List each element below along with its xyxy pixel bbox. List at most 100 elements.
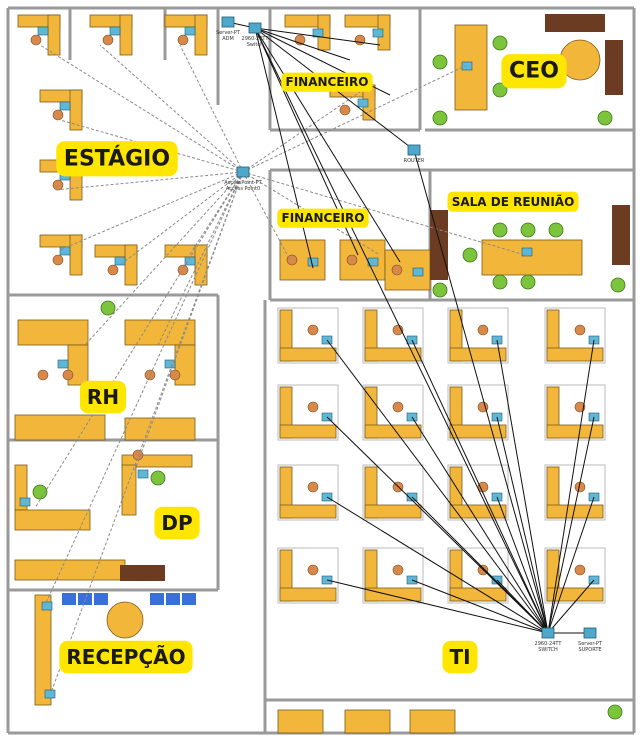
desk <box>546 587 604 602</box>
cubicle-wall <box>544 384 606 441</box>
desk <box>364 347 422 362</box>
desk <box>279 347 337 362</box>
chair <box>477 324 489 336</box>
cubicle-wall <box>277 547 339 604</box>
chair <box>52 254 64 266</box>
room-label-bg <box>442 640 478 674</box>
wireless-link <box>51 171 244 691</box>
desk <box>279 504 337 519</box>
plant <box>520 274 536 290</box>
plant <box>492 82 508 98</box>
ethernet-link <box>254 27 351 61</box>
cubicle-wall <box>362 547 424 604</box>
plant <box>520 222 536 238</box>
pc-icon <box>114 256 126 266</box>
cubicle-wall <box>277 464 339 521</box>
sofa <box>605 40 623 95</box>
plant <box>607 704 623 720</box>
ethernet-link <box>411 579 549 634</box>
desk <box>121 464 137 516</box>
cubicle-wall <box>362 384 424 441</box>
device-icon <box>541 627 555 639</box>
plant <box>610 277 626 293</box>
network-links <box>34 21 595 691</box>
plant <box>150 470 166 486</box>
device-label: Server-PT <box>578 641 603 647</box>
wireless-link <box>44 171 244 606</box>
waiting-chair <box>62 593 76 605</box>
pc-icon <box>357 98 369 108</box>
ethernet-link <box>254 27 401 263</box>
chair <box>177 264 189 276</box>
wireless-link <box>179 44 244 173</box>
room-label-text: RECEPÇÃO <box>66 645 185 669</box>
device-label: SWITCH <box>538 647 558 653</box>
wireless-link <box>242 171 526 256</box>
ethernet-link <box>411 339 549 634</box>
ethernet-link <box>326 339 549 634</box>
room-label-financeiro-mid: FINANCEIRO <box>277 208 369 228</box>
room-label-dp: DP <box>154 506 200 540</box>
chair <box>307 324 319 336</box>
chair <box>52 179 64 191</box>
pc-icon <box>372 28 384 38</box>
ethernet-link <box>547 416 595 634</box>
desk <box>279 424 337 439</box>
desk <box>277 709 324 734</box>
cubicle-wall <box>544 464 606 521</box>
pc-icon <box>184 26 196 36</box>
room-labels: ESTÁGIO FINANCEIRO CEO FINANCEIRO SALA DE RE… <box>56 54 579 674</box>
room-label-text: FINANCEIRO <box>286 75 369 89</box>
chair <box>102 34 114 46</box>
device-router: ROUTER <box>404 144 425 164</box>
wireless-link <box>84 171 244 346</box>
pc-icon <box>521 247 533 257</box>
room-label-bg <box>56 141 178 177</box>
room-label-bg <box>154 506 200 540</box>
ethernet-link <box>547 579 595 634</box>
plant <box>597 110 613 126</box>
pc-icon <box>44 689 56 699</box>
ethernet-link <box>547 339 595 634</box>
chair <box>307 401 319 413</box>
desk <box>449 504 507 519</box>
device-label: 2960-24TT <box>242 36 270 42</box>
plant <box>492 274 508 290</box>
pc-icon <box>137 469 149 479</box>
desk <box>119 14 133 56</box>
furniture <box>14 14 630 734</box>
desk <box>14 559 126 581</box>
device-icon <box>248 22 262 34</box>
chair <box>169 369 181 381</box>
chair <box>30 34 42 46</box>
desk <box>546 424 604 439</box>
room-label-text: DP <box>161 511 192 535</box>
chair <box>107 264 119 276</box>
cubicle-wall <box>544 547 606 604</box>
desk <box>364 587 422 602</box>
desk <box>14 414 106 441</box>
plant <box>32 484 48 500</box>
cubicle-wall <box>544 307 606 364</box>
ethernet-link <box>496 496 549 634</box>
chair <box>307 481 319 493</box>
ethernet-link <box>496 339 549 634</box>
waiting-chair <box>150 593 164 605</box>
waiting-chair <box>166 593 180 605</box>
chair <box>37 369 49 381</box>
pc-icon <box>59 246 71 256</box>
plant <box>548 222 564 238</box>
waiting-chair <box>182 593 196 605</box>
chair <box>177 34 189 46</box>
device-label: Switch <box>247 42 264 48</box>
device-icon <box>236 166 250 178</box>
desk <box>34 594 52 706</box>
wireless-link <box>157 171 244 346</box>
wireless-link <box>242 171 291 261</box>
desk <box>409 709 456 734</box>
pc-icon <box>461 61 473 71</box>
desk <box>546 347 604 362</box>
